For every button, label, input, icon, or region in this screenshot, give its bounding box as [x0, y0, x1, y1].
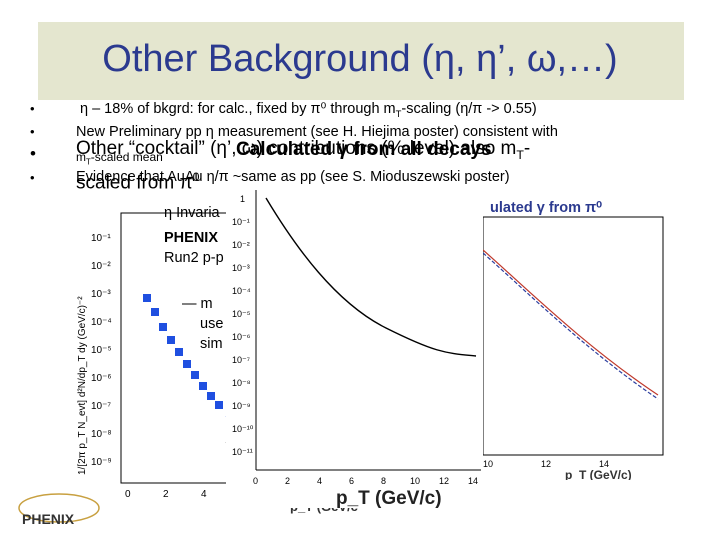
mid-ytick: 10⁻⁵ — [232, 309, 251, 319]
mid-xtick: 10 — [410, 476, 420, 486]
left-ytick: 10⁻⁷ — [91, 401, 111, 412]
mid-ytick: 10⁻¹⁰ — [232, 424, 254, 434]
mid-xtick: 4 — [317, 476, 322, 486]
left-ytick: 10⁻⁵ — [91, 345, 112, 356]
svg-text:PHENIX: PHENIX — [22, 511, 75, 527]
marker — [151, 308, 159, 316]
left-ytick: 10⁻⁴ — [91, 317, 112, 328]
left-ytick: 10⁻⁶ — [91, 373, 112, 384]
mid-xlabel: p_T (GeV/c) — [336, 488, 442, 508]
mid-ytick: 10⁻⁹ — [232, 401, 251, 411]
mid-xtick: 2 — [285, 476, 290, 486]
mid-ytick: 10⁻² — [232, 240, 250, 250]
marker — [143, 294, 151, 302]
eta-markers — [143, 294, 223, 409]
bullet-eta-fraction: η – 18% of bkgrd: for calc., fixed by π⁰… — [80, 101, 537, 119]
bullet-dot: • — [30, 101, 35, 116]
right-plot-title: ulated γ from π⁰ — [490, 200, 602, 216]
mid-ytick: 10⁻¹ — [232, 217, 250, 227]
mid-ytick: 10⁻⁴ — [232, 286, 251, 296]
mid-xtick: 8 — [381, 476, 386, 486]
marker — [183, 360, 191, 368]
mid-ytick: 10⁻⁸ — [232, 378, 251, 388]
right-xtick: 10 — [483, 459, 493, 469]
calculated-gamma-curve — [265, 197, 477, 357]
mid-ytick: 1 — [240, 194, 245, 204]
left-xtick: 2 — [163, 489, 169, 500]
title-band — [38, 22, 684, 100]
calc-overlay-text: Calculated γ from all decays — [236, 139, 492, 160]
mid-xtick: 6 — [349, 476, 354, 486]
pi0-curve-blue — [483, 252, 659, 400]
marker — [191, 371, 199, 379]
mid-xtick: 0 — [253, 476, 258, 486]
gamma-from-pi0-plot: 10 12 14 p_T (GeV/c) — [483, 216, 664, 480]
right-xtick: 12 — [541, 459, 551, 469]
marker — [199, 382, 207, 390]
slide-title: Other Background (η, η’, ω,…) — [102, 38, 618, 80]
bullet-auau: Evidence that AuAu η/π ~same as pp (see … — [76, 169, 510, 185]
run2-label: Run2 p-p — [164, 250, 224, 266]
marker — [159, 323, 167, 331]
left-ylabel: 1/[2π p_T N_evt] d²N/dp_T dy (GeV/c)⁻² — [77, 296, 88, 475]
mid-xtick: 12 — [439, 476, 449, 486]
marker — [215, 401, 223, 409]
marker — [167, 336, 175, 344]
left-xtick: 0 — [125, 489, 131, 500]
mid-yticks: 1 10⁻¹ 10⁻² 10⁻³ 10⁻⁴ 10⁻⁵ 10⁻⁶ 10⁻⁷ 10⁻… — [232, 194, 254, 457]
bullet-mt-fragment: mT-scaled mean — [76, 150, 163, 167]
phenix-logo: PHENIX — [18, 493, 100, 527]
mid-xtick: 14 — [468, 476, 478, 486]
left-ytick: 10⁻⁹ — [91, 457, 112, 468]
bullet-cocktail-cont: scaled from π0 — [76, 170, 200, 194]
bullet-dot: • — [30, 124, 35, 139]
eta-invariant-label: η Invaria — [164, 205, 220, 221]
marker — [175, 348, 183, 356]
mid-ytick: 10⁻⁷ — [232, 355, 250, 365]
bullet-cocktail: Other “cocktail” (η’, ω) contributions (… — [76, 138, 531, 162]
bullet-pp-eta: New Preliminary pp η measurement (see H.… — [76, 124, 558, 140]
pi0-curve-red — [483, 249, 659, 396]
mid-ytick: 10⁻⁶ — [232, 332, 251, 342]
left-ytick: 10⁻⁸ — [91, 429, 112, 440]
mid-xticks: 0 2 4 6 8 10 12 14 — [253, 476, 478, 486]
right-xticks: 10 12 14 — [483, 459, 609, 469]
legend-line2: use — [200, 316, 224, 332]
mid-ytick: 10⁻³ — [232, 263, 250, 273]
left-ytick: 10⁻¹ — [91, 233, 111, 244]
marker — [207, 392, 215, 400]
left-xtick: 4 — [201, 489, 207, 500]
calculated-gamma-plot: 1 10⁻¹ 10⁻² 10⁻³ 10⁻⁴ 10⁻⁵ 10⁻⁶ 10⁻⁷ 10⁻… — [226, 188, 486, 508]
right-xtick: 14 — [599, 459, 609, 469]
phenix-label: PHENIX — [164, 230, 218, 246]
left-yticks: 10⁻¹ 10⁻² 10⁻³ 10⁻⁴ 10⁻⁵ 10⁻⁶ 10⁻⁷ 10⁻⁸ … — [91, 233, 112, 468]
left-ytick: 10⁻³ — [91, 289, 111, 300]
bullet-dot: • — [30, 170, 35, 185]
bullet-dot: • — [30, 144, 36, 163]
legend-line3: sim — [200, 336, 223, 352]
right-xlabel: p_T (GeV/c) — [565, 468, 632, 480]
left-ytick: 10⁻² — [91, 261, 111, 272]
mid-ytick: 10⁻¹¹ — [232, 447, 253, 457]
legend-line1: — m — [182, 296, 213, 312]
